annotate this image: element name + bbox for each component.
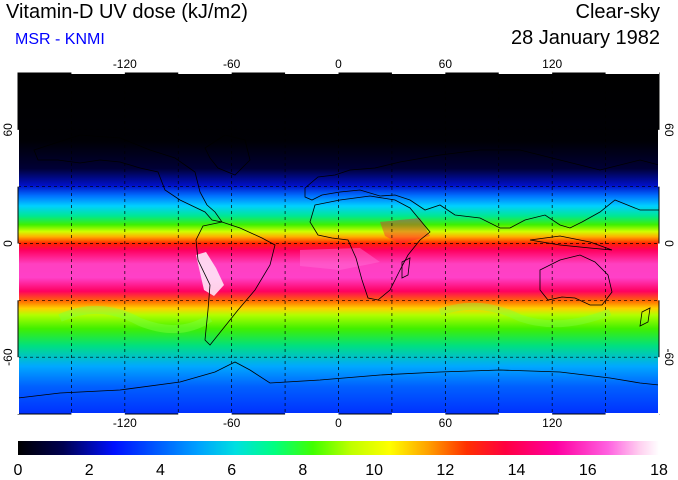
frame-segment	[178, 71, 232, 74]
coast-greenland	[204, 134, 251, 176]
frame-segment	[658, 129, 661, 187]
frame-segment	[605, 413, 659, 416]
coast-eurasia	[304, 149, 659, 229]
lat-label-right: 60	[662, 123, 676, 137]
lon-label-bottom: 120	[542, 416, 562, 430]
colorbar-label: 8	[298, 462, 307, 479]
frame-segment	[71, 71, 125, 74]
frame-segment	[16, 243, 19, 301]
lat-label-left: 60	[1, 123, 15, 137]
coast-new-zealand	[639, 307, 651, 327]
colorbar-label: 4	[156, 462, 165, 479]
frame-segment	[16, 129, 19, 187]
coast-antarctica	[18, 361, 659, 399]
colorbar-label: 14	[508, 462, 526, 479]
lon-label-top: 0	[335, 57, 342, 71]
frame-segment	[658, 357, 661, 414]
southern-africa-high-dose	[300, 248, 380, 270]
frame-segment	[285, 71, 339, 74]
coast-africa	[309, 195, 431, 301]
map-title: Vitamin-D UV dose (kJ/m2)	[6, 1, 248, 23]
lon-label-bottom: 0	[335, 416, 342, 430]
lon-label-bottom: -60	[223, 416, 241, 430]
central-africa-low-dose	[380, 218, 430, 244]
colorbar-label: 18	[650, 462, 668, 479]
lon-label-bottom: 60	[439, 416, 453, 430]
lon-label-top: 60	[439, 57, 453, 71]
coast-madagascar	[401, 257, 411, 279]
map-source: MSR - KNMI	[15, 31, 105, 48]
frame-segment	[71, 413, 125, 416]
frame-segment	[285, 413, 339, 416]
cloud-swirl-indian	[438, 302, 612, 328]
frame-segment	[605, 71, 659, 74]
dose-features	[58, 218, 612, 334]
coast-south-america	[195, 221, 276, 346]
colorbar-label: 6	[227, 462, 236, 479]
graticule	[18, 73, 659, 414]
cloud-swirl-pacific	[58, 306, 213, 334]
frame-segment	[498, 413, 553, 416]
frame-segment	[498, 71, 553, 74]
frame-ticks	[16, 71, 661, 416]
frame-segment	[391, 413, 446, 416]
lon-label-top: -120	[113, 57, 137, 71]
andes-high-dose	[196, 252, 224, 296]
colorbar-label: 16	[579, 462, 597, 479]
coast-north-america	[33, 134, 223, 223]
colorbar	[18, 441, 659, 455]
colorbar-label: 10	[365, 462, 383, 479]
lat-label-left: -60	[1, 348, 15, 366]
lon-label-bottom: -120	[113, 416, 137, 430]
lat-label-left: 0	[1, 240, 15, 247]
frame-segment	[658, 243, 661, 301]
coast-indonesia	[529, 235, 613, 251]
lon-label-top: 120	[542, 57, 562, 71]
frame-segment	[16, 357, 19, 414]
lat-label-right: -60	[662, 348, 676, 366]
lat-label-right: 0	[662, 240, 676, 247]
frame-segment	[178, 413, 232, 416]
frame-segment	[391, 71, 446, 74]
colorbar-label: 12	[436, 462, 454, 479]
sky-condition: Clear-sky	[575, 1, 660, 23]
colorbar-label: 2	[85, 462, 94, 479]
map-date: 28 January 1982	[510, 27, 660, 49]
colorbar-label: 0	[14, 462, 23, 479]
lon-label-top: -60	[223, 57, 241, 71]
